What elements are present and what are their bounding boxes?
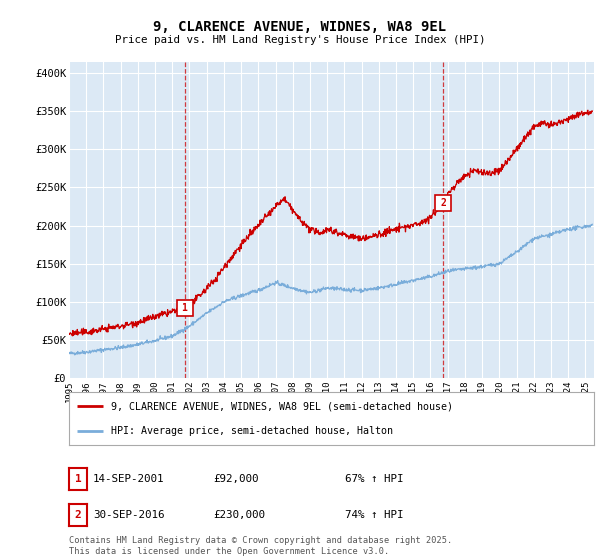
Text: 1: 1 [74,474,82,484]
Text: Contains HM Land Registry data © Crown copyright and database right 2025.
This d: Contains HM Land Registry data © Crown c… [69,536,452,556]
Text: 2: 2 [440,198,446,208]
Text: 1: 1 [182,303,187,313]
Text: 67% ↑ HPI: 67% ↑ HPI [345,474,404,484]
Text: £92,000: £92,000 [213,474,259,484]
Text: HPI: Average price, semi-detached house, Halton: HPI: Average price, semi-detached house,… [111,426,393,436]
Text: 30-SEP-2016: 30-SEP-2016 [93,510,164,520]
Text: 2: 2 [74,510,82,520]
Text: 9, CLARENCE AVENUE, WIDNES, WA8 9EL: 9, CLARENCE AVENUE, WIDNES, WA8 9EL [154,20,446,34]
Text: 14-SEP-2001: 14-SEP-2001 [93,474,164,484]
Text: £230,000: £230,000 [213,510,265,520]
Text: Price paid vs. HM Land Registry's House Price Index (HPI): Price paid vs. HM Land Registry's House … [115,35,485,45]
Text: 9, CLARENCE AVENUE, WIDNES, WA8 9EL (semi-detached house): 9, CLARENCE AVENUE, WIDNES, WA8 9EL (sem… [111,402,453,412]
Text: 74% ↑ HPI: 74% ↑ HPI [345,510,404,520]
